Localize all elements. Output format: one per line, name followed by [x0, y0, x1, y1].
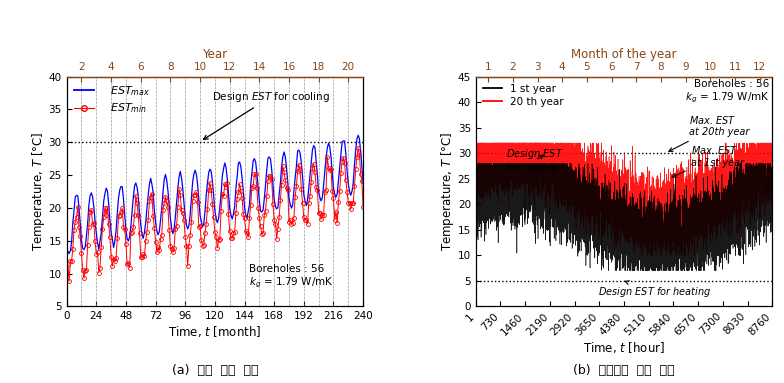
Text: Boreholes : 56
$k_g$ = 1.79 W/mK: Boreholes : 56 $k_g$ = 1.79 W/mK — [249, 264, 334, 290]
Text: Max. $EST$
at 20th year: Max. $EST$ at 20th year — [669, 114, 750, 151]
X-axis label: Time, $t$ [month]: Time, $t$ [month] — [169, 324, 262, 339]
Text: Max. $EST$
at 1st year: Max. $EST$ at 1st year — [673, 144, 744, 177]
X-axis label: Year: Year — [202, 47, 227, 61]
Y-axis label: Temperature, $T$ [°C]: Temperature, $T$ [°C] — [30, 132, 47, 251]
Text: Design $EST$
for cooling: Design $EST$ for cooling — [506, 147, 564, 173]
X-axis label: Time, $t$ [hour]: Time, $t$ [hour] — [583, 340, 665, 355]
Y-axis label: Temperature, $T$ [°C]: Temperature, $T$ [°C] — [439, 132, 456, 251]
Text: (a)  월별  온도  변화: (a) 월별 온도 변화 — [172, 364, 258, 377]
Legend:   $EST_{max}$,   $EST_{min}$: $EST_{max}$, $EST_{min}$ — [72, 82, 153, 118]
Legend: 1 st year, 20 th year: 1 st year, 20 th year — [481, 82, 566, 109]
Text: Design $EST$ for cooling: Design $EST$ for cooling — [204, 90, 330, 139]
X-axis label: Month of the year: Month of the year — [572, 47, 677, 61]
Text: Boreholes : 56
$k_g$ = 1.79 W/mK: Boreholes : 56 $k_g$ = 1.79 W/mK — [684, 79, 769, 105]
Text: Design $EST$ for heating: Design $EST$ for heating — [597, 281, 711, 299]
Text: (b)  시간대별  온도  변화: (b) 시간대별 온도 변화 — [573, 364, 675, 377]
